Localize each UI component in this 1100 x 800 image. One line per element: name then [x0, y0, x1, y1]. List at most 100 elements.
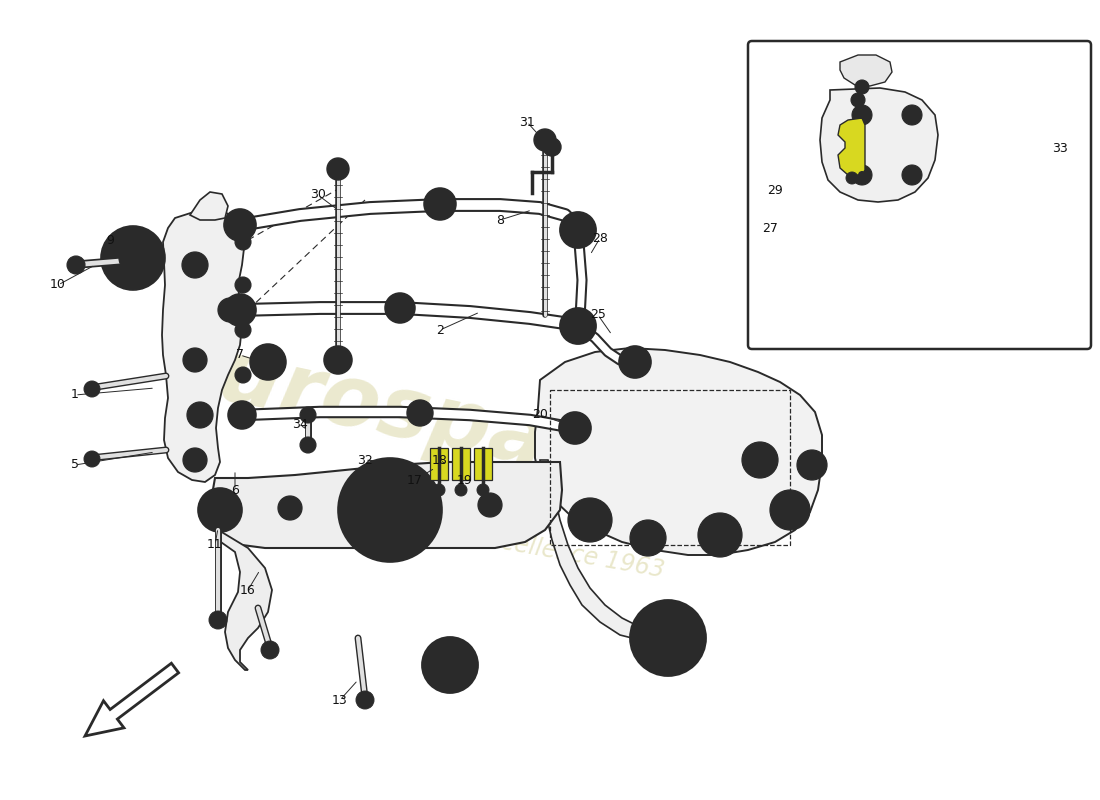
Circle shape [656, 626, 680, 650]
Circle shape [852, 105, 872, 125]
Text: 5: 5 [72, 458, 79, 471]
Text: 11: 11 [207, 538, 223, 551]
Circle shape [189, 454, 200, 466]
Text: 25: 25 [590, 309, 606, 322]
Circle shape [224, 305, 235, 315]
Circle shape [630, 600, 706, 676]
Circle shape [846, 172, 858, 184]
Text: 32: 32 [358, 454, 373, 466]
Circle shape [415, 408, 425, 418]
Circle shape [478, 493, 502, 517]
Text: 16: 16 [240, 583, 256, 597]
Circle shape [84, 381, 100, 397]
Text: 31: 31 [519, 115, 535, 129]
Polygon shape [212, 462, 562, 548]
Circle shape [236, 409, 248, 421]
Circle shape [433, 484, 446, 496]
Text: 7: 7 [236, 349, 244, 362]
Circle shape [570, 318, 586, 334]
Circle shape [101, 226, 165, 290]
Circle shape [285, 503, 295, 513]
Bar [474, 448, 492, 480]
Circle shape [338, 458, 442, 562]
Circle shape [804, 458, 820, 473]
Circle shape [433, 197, 447, 211]
Circle shape [250, 344, 286, 380]
Circle shape [698, 513, 742, 557]
Circle shape [261, 641, 279, 659]
Circle shape [455, 484, 468, 496]
Circle shape [640, 610, 696, 666]
Polygon shape [162, 210, 245, 482]
Text: 28: 28 [592, 231, 608, 245]
Circle shape [224, 294, 256, 326]
Circle shape [233, 303, 248, 317]
Circle shape [630, 520, 666, 556]
Circle shape [385, 293, 415, 323]
Circle shape [218, 298, 242, 322]
Circle shape [902, 165, 922, 185]
Text: 30: 30 [310, 189, 326, 202]
Circle shape [278, 496, 303, 520]
Circle shape [183, 448, 207, 472]
Circle shape [210, 500, 230, 520]
Polygon shape [540, 460, 666, 642]
Text: 34: 34 [293, 418, 308, 431]
Circle shape [67, 256, 85, 274]
Circle shape [126, 252, 139, 264]
Circle shape [858, 171, 866, 179]
Circle shape [485, 500, 495, 510]
Circle shape [751, 451, 769, 469]
Circle shape [851, 93, 865, 107]
Text: 9: 9 [106, 234, 114, 246]
Circle shape [559, 412, 591, 444]
Circle shape [628, 355, 642, 369]
Text: eurospares: eurospares [155, 323, 705, 517]
Circle shape [579, 509, 601, 531]
Circle shape [235, 277, 251, 293]
Polygon shape [840, 55, 892, 86]
Circle shape [780, 500, 800, 520]
Circle shape [568, 498, 612, 542]
Circle shape [432, 647, 468, 683]
Text: 1: 1 [72, 389, 79, 402]
Circle shape [424, 188, 456, 220]
Circle shape [852, 165, 872, 185]
Circle shape [260, 354, 276, 370]
Circle shape [560, 308, 596, 344]
Circle shape [619, 346, 651, 378]
Circle shape [84, 451, 100, 467]
Circle shape [348, 468, 432, 552]
Circle shape [902, 105, 922, 125]
Text: 8: 8 [496, 214, 504, 226]
Circle shape [770, 490, 810, 530]
Circle shape [235, 367, 251, 383]
Circle shape [183, 348, 207, 372]
Circle shape [195, 409, 206, 421]
Circle shape [198, 488, 242, 532]
Circle shape [209, 611, 227, 629]
Circle shape [233, 218, 248, 232]
Bar [550, 390, 790, 545]
Text: 13: 13 [332, 694, 348, 706]
Circle shape [327, 158, 349, 180]
Text: 19: 19 [458, 474, 473, 486]
Text: 17: 17 [407, 474, 422, 486]
Polygon shape [820, 88, 938, 202]
Circle shape [235, 322, 251, 338]
Circle shape [855, 80, 869, 94]
Circle shape [235, 412, 251, 428]
Circle shape [858, 111, 866, 119]
Circle shape [710, 524, 732, 546]
Text: 6: 6 [231, 483, 239, 497]
Circle shape [908, 171, 916, 179]
Circle shape [224, 209, 256, 241]
Bar [430, 448, 448, 480]
Circle shape [300, 437, 316, 453]
Polygon shape [214, 528, 272, 670]
Text: a passion for excellence 1963: a passion for excellence 1963 [314, 498, 667, 582]
Circle shape [639, 529, 657, 547]
Circle shape [798, 450, 827, 480]
Circle shape [235, 234, 251, 250]
Text: 2: 2 [436, 323, 444, 337]
